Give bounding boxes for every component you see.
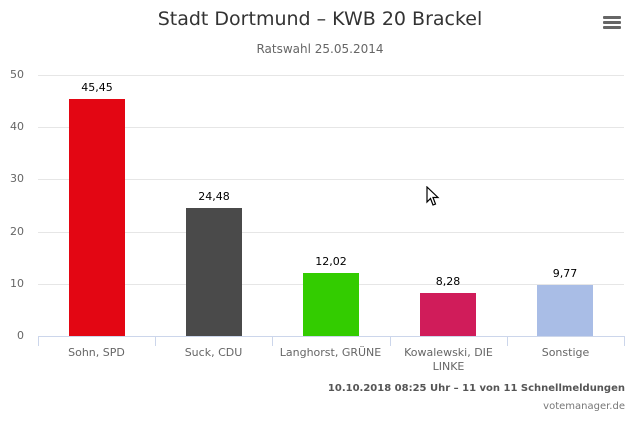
gridline	[38, 232, 624, 233]
y-axis-tick-label: 30	[10, 172, 24, 185]
chart-subtitle: Ratswahl 25.05.2014	[256, 42, 384, 56]
data-label: 12,02	[315, 255, 347, 268]
x-axis-tick	[507, 336, 508, 346]
x-axis-tick	[272, 336, 273, 346]
y-axis-tick-label: 50	[10, 68, 24, 81]
chart-title: Stadt Dortmund – KWB 20 Brackel	[157, 8, 483, 30]
x-axis-category-label: Sonstige	[541, 346, 590, 359]
credit-link[interactable]: votemanager.de	[543, 401, 625, 412]
bar-3[interactable]	[420, 293, 476, 336]
data-label: 8,28	[435, 275, 461, 288]
update-status: 10.10.2018 08:25 Uhr – 11 von 11 Schnell…	[327, 383, 625, 394]
hamburger-menu-icon[interactable]	[603, 16, 621, 30]
data-label: 9,77	[552, 267, 578, 280]
gridline	[38, 75, 624, 76]
data-label: 45,45	[81, 81, 113, 94]
x-axis-line	[38, 336, 624, 337]
y-axis-tick-label: 40	[10, 120, 24, 133]
y-axis-tick-label: 0	[17, 329, 24, 342]
y-axis-tick-label: 20	[10, 225, 24, 238]
x-axis-tick	[38, 336, 39, 346]
mouse-cursor-icon	[426, 186, 440, 206]
x-axis-category-label: Kowalewski, DIE LINKE	[404, 346, 493, 373]
x-axis-tick	[624, 336, 625, 346]
x-axis-category-label: Sohn, SPD	[68, 346, 125, 359]
gridline	[38, 127, 624, 128]
x-axis-tick	[155, 336, 156, 346]
x-axis-tick	[390, 336, 391, 346]
bar-2[interactable]	[303, 273, 359, 336]
bar-1[interactable]	[186, 208, 242, 336]
bar-4[interactable]	[537, 285, 593, 336]
gridline	[38, 179, 624, 180]
x-axis-category-label: Langhorst, GRÜNE	[279, 346, 382, 359]
y-axis-tick-label: 10	[10, 277, 24, 290]
data-label: 24,48	[198, 190, 230, 203]
bar-0[interactable]	[69, 99, 125, 336]
x-axis-category-label: Suck, CDU	[184, 346, 243, 359]
